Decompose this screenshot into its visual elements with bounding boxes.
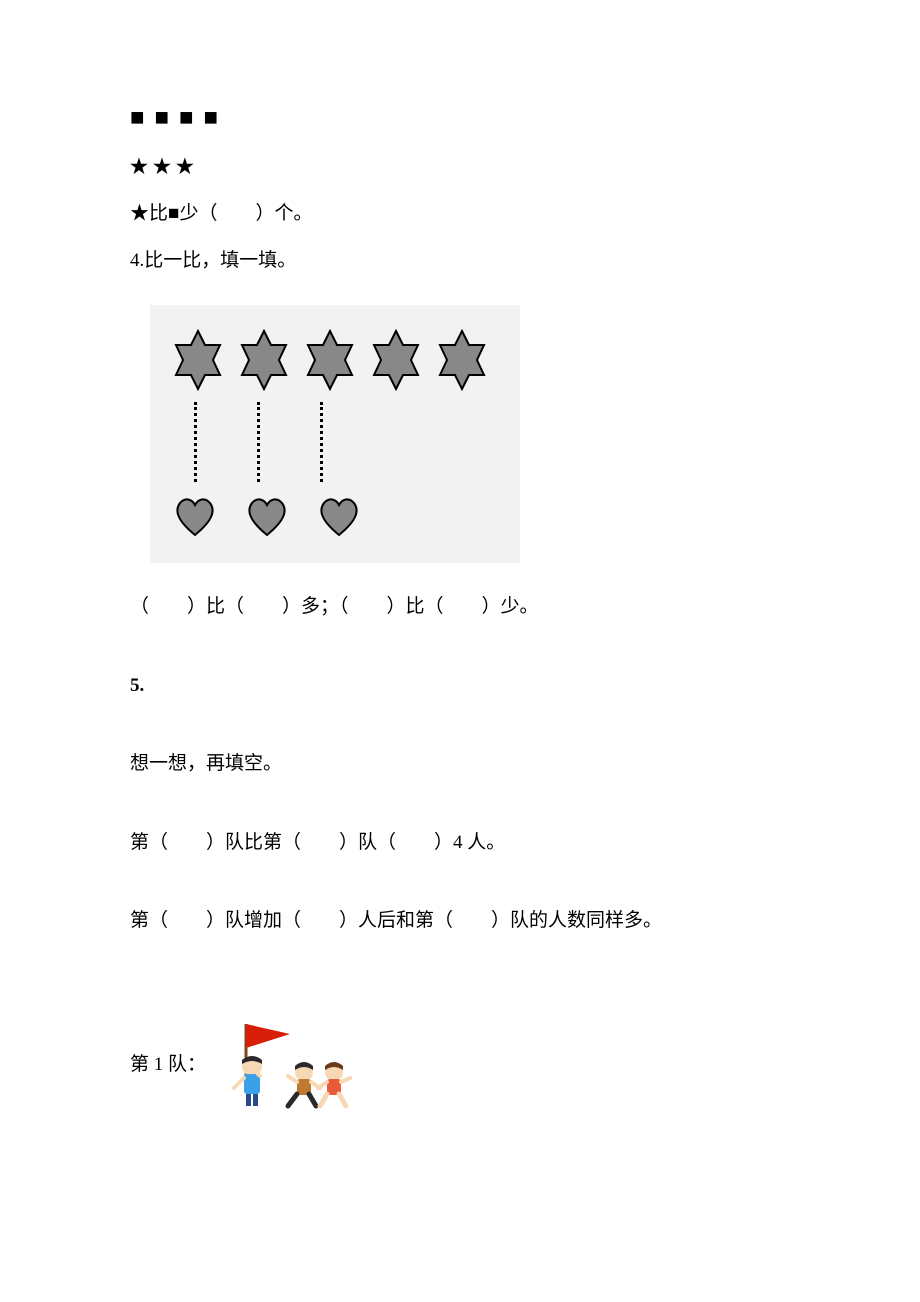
team-label: 第 1 队： bbox=[130, 1051, 206, 1080]
q5-label: 5. bbox=[130, 672, 790, 701]
q4-answer: （ ）比（ ）多；（ ）比（ ）少。 bbox=[130, 593, 790, 622]
six-point-star-icon bbox=[432, 329, 492, 391]
stars-row: ★ ★ ★ bbox=[130, 152, 790, 182]
six-point-star-icon bbox=[234, 329, 294, 391]
q5-think: 想一想，再填空。 bbox=[130, 750, 790, 779]
figure-star-row bbox=[168, 329, 502, 391]
square-glyph: ■ bbox=[204, 105, 221, 131]
heart-icon bbox=[244, 493, 290, 539]
star-glyph: ★ bbox=[176, 156, 194, 178]
dash-line bbox=[194, 402, 197, 482]
q4-figure bbox=[150, 305, 520, 563]
squares-row: ■ ■ ■ ■ bbox=[130, 100, 790, 136]
q5-line1: 第（ ）队比第（ ）队（ ）4 人。 bbox=[130, 829, 790, 858]
q4-label: 4.比一比，填一填。 bbox=[130, 247, 790, 276]
team-row: 第 1 队： bbox=[130, 1016, 790, 1116]
team-illustration bbox=[212, 1016, 372, 1116]
star-glyph: ★ bbox=[153, 156, 171, 178]
dash-line bbox=[257, 402, 260, 482]
square-glyph: ■ bbox=[155, 105, 172, 131]
square-glyph: ■ bbox=[179, 105, 196, 131]
q3-text: ★比■少（ ）个。 bbox=[130, 200, 790, 229]
q5-line2: 第（ ）队增加（ ）人后和第（ ）队的人数同样多。 bbox=[130, 907, 790, 936]
six-point-star-icon bbox=[168, 329, 228, 391]
worksheet-page: ■ ■ ■ ■ ★ ★ ★ ★比■少（ ）个。 4.比一比，填一填。 bbox=[0, 0, 920, 1302]
figure-dash-row bbox=[168, 402, 502, 482]
six-point-star-icon bbox=[300, 329, 360, 391]
heart-icon bbox=[172, 493, 218, 539]
heart-icon bbox=[316, 493, 362, 539]
dash-line bbox=[320, 402, 323, 482]
figure-heart-row bbox=[168, 493, 502, 539]
square-glyph: ■ bbox=[130, 105, 147, 131]
star-glyph: ★ bbox=[130, 156, 148, 178]
six-point-star-icon bbox=[366, 329, 426, 391]
